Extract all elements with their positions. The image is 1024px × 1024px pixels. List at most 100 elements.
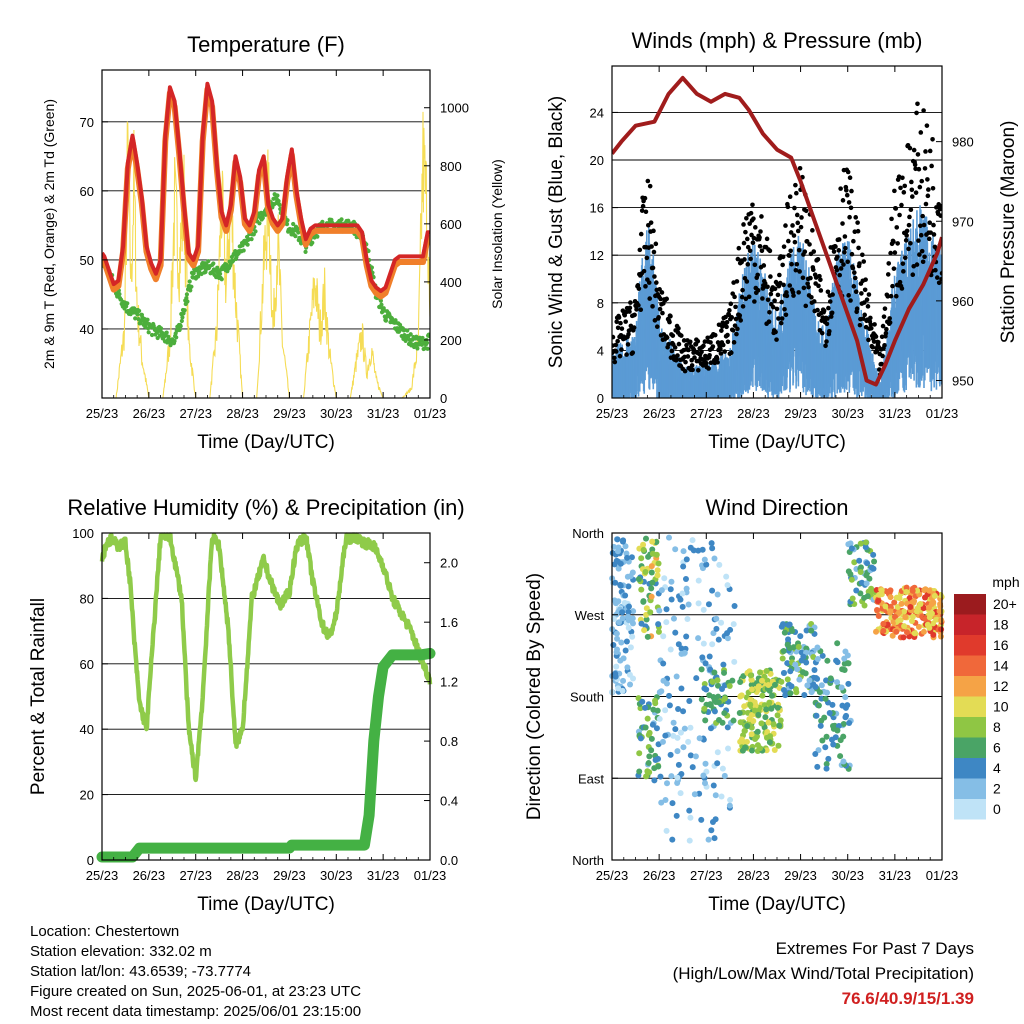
wind-direction-point bbox=[643, 616, 650, 623]
x-tick-label: 01/23 bbox=[926, 406, 959, 421]
wind-gust-point bbox=[747, 248, 753, 254]
wind-direction-point bbox=[612, 673, 619, 680]
wind-direction-point bbox=[730, 621, 737, 628]
wind-direction-point bbox=[638, 555, 645, 562]
wind-direction-point bbox=[721, 669, 728, 676]
wind-gust-point bbox=[748, 256, 753, 262]
wind-direction-point bbox=[757, 669, 764, 676]
x-tick-label: 31/23 bbox=[367, 406, 400, 421]
wind-gust-point bbox=[852, 275, 858, 281]
wind-gust-point bbox=[772, 286, 778, 292]
wind-gust-point bbox=[868, 315, 873, 321]
dewpoint-point bbox=[133, 316, 138, 321]
wind-direction-point bbox=[612, 600, 619, 607]
wind-direction-point bbox=[679, 603, 686, 610]
wind-gust-point bbox=[734, 331, 739, 337]
extremes-values: 76.6/40.9/15/1.39 bbox=[841, 989, 974, 1008]
wind-gust-point bbox=[783, 312, 789, 318]
wind-gust-point bbox=[936, 280, 942, 286]
wind-gust-point bbox=[919, 248, 925, 254]
wind-gust-point bbox=[669, 348, 675, 354]
wind-gust-point bbox=[939, 276, 942, 282]
wind-direction-point bbox=[915, 623, 922, 630]
wind-direction-point bbox=[698, 816, 705, 823]
wind-gust-point bbox=[745, 236, 750, 242]
wind-direction-point bbox=[711, 835, 718, 842]
wind-gust-point bbox=[847, 214, 852, 220]
wind-gust-point bbox=[775, 292, 781, 298]
wind-gust-point bbox=[718, 346, 723, 352]
wind-direction-point bbox=[668, 578, 675, 585]
wind-gust-point bbox=[614, 319, 620, 325]
wind-gust-point bbox=[683, 359, 688, 365]
wind-direction-point bbox=[677, 729, 684, 736]
wind-direction-point bbox=[858, 579, 865, 586]
x-tick-label: 29/23 bbox=[273, 406, 306, 421]
dewpoint-point bbox=[295, 226, 300, 231]
y-tick-label: 40 bbox=[80, 722, 94, 737]
wind-gust-point bbox=[934, 275, 940, 280]
wind-gust-point bbox=[925, 177, 930, 182]
legend-label: 2 bbox=[993, 781, 1001, 797]
dewpoint-point bbox=[315, 234, 320, 239]
wind-gust-point bbox=[881, 314, 887, 319]
wind-gust-point bbox=[866, 337, 871, 343]
wind-direction-point bbox=[800, 653, 807, 660]
wind-direction-point bbox=[686, 837, 693, 844]
y-axis-label: Direction (Colored By Speed) bbox=[524, 573, 545, 820]
wind-direction-point bbox=[763, 747, 770, 754]
x-tick-label: 29/23 bbox=[784, 868, 817, 883]
wind-gust-point bbox=[672, 345, 678, 350]
wind-direction-point bbox=[660, 633, 667, 640]
wind-direction-point bbox=[710, 630, 717, 637]
y-tick-label: 20 bbox=[590, 153, 604, 168]
wind-gust-point bbox=[855, 220, 860, 225]
wind-direction-point bbox=[853, 587, 860, 594]
extremes-subtitle: (High/Low/Max Wind/Total Precipitation) bbox=[672, 964, 974, 983]
wind-direction-point bbox=[765, 682, 772, 689]
wind-direction-point bbox=[747, 701, 754, 708]
wind-direction-point bbox=[662, 707, 669, 714]
wind-gust-point bbox=[815, 307, 820, 313]
wind-direction-point bbox=[612, 579, 619, 586]
wind-gust-point bbox=[792, 239, 798, 245]
legend-label: 8 bbox=[993, 719, 1001, 735]
dewpoint-point bbox=[241, 248, 246, 253]
speed-legend: mph 20+ 18 16 14 12 10 8 6 4 2 0 bbox=[954, 574, 1020, 820]
wind-direction-point bbox=[812, 751, 819, 758]
y-tick-label: 16 bbox=[590, 201, 604, 216]
wind-gust-point bbox=[916, 238, 921, 243]
y2-tick-label: 1.2 bbox=[440, 675, 458, 690]
wind-direction-point bbox=[840, 721, 847, 728]
wind-direction-point bbox=[871, 558, 878, 565]
wind-gust-point bbox=[809, 295, 814, 300]
wind-gust-point bbox=[765, 297, 771, 303]
wind-gust-point bbox=[796, 247, 802, 253]
wind-direction-point bbox=[640, 546, 647, 553]
wind-gust-point bbox=[774, 337, 779, 342]
wind-direction-point bbox=[643, 605, 650, 612]
x-tick-label: 29/23 bbox=[273, 868, 306, 883]
wind-direction-point bbox=[667, 751, 674, 758]
wind-direction-point bbox=[857, 568, 864, 575]
wind-direction-point bbox=[699, 654, 706, 661]
wind-gust-point bbox=[849, 188, 854, 194]
wind-direction-point bbox=[785, 621, 792, 628]
wind-direction-point bbox=[838, 684, 845, 691]
y-tick-label: 70 bbox=[80, 115, 94, 130]
legend-label: 10 bbox=[993, 699, 1009, 715]
wind-direction-point bbox=[654, 572, 661, 579]
wind-direction-point bbox=[672, 629, 679, 636]
wind-direction-point bbox=[830, 741, 837, 748]
wind-direction-point bbox=[845, 680, 852, 687]
wind-direction-point bbox=[834, 679, 841, 686]
wind-gust-point bbox=[767, 309, 772, 315]
wind-direction-point bbox=[827, 675, 834, 682]
wind-gust-point bbox=[794, 261, 800, 267]
dewpoint-point bbox=[180, 315, 185, 320]
wind-gust-point bbox=[753, 225, 758, 230]
wind-direction-point bbox=[689, 537, 696, 544]
wind-gust-point bbox=[853, 215, 859, 220]
wind-gust-point bbox=[760, 296, 765, 301]
wind-direction-point bbox=[680, 563, 687, 570]
